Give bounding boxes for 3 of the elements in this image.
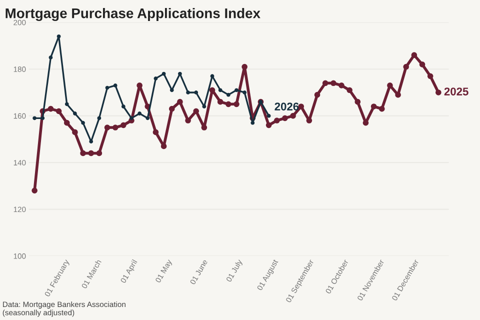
series-label: 2025	[444, 88, 468, 96]
series-label: 2026	[274, 102, 299, 110]
chart-title: Mortgage Purchase Applications Index	[6, 8, 260, 22]
